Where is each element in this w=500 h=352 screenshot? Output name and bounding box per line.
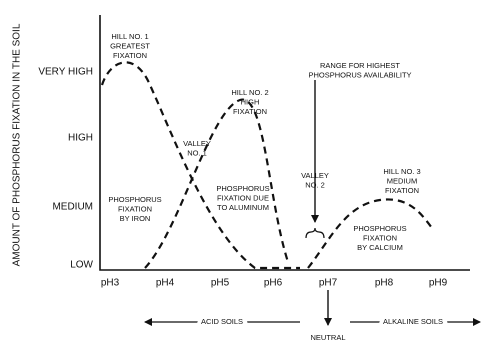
x-label: pH3 [101,278,120,289]
neutral-label: NEUTRAL [310,333,345,342]
x-label: pH9 [429,278,448,289]
annotation: HIGH [241,97,260,106]
annotation: GREATEST [110,41,150,50]
iron-curve [100,61,300,270]
aluminum-curve [144,98,290,269]
annotation: HILL NO. 1 [111,32,148,41]
annotation: FIXATION [113,51,147,60]
annotation: BY IRON [120,214,151,223]
annotation: FIXATION [363,233,397,242]
calcium-curve [307,198,433,269]
annotation: PHOSPHORUS [216,184,269,193]
annotation: PHOSPHORUS [353,224,406,233]
annotation: NO. 2 [305,180,325,189]
annotation: FIXATION [118,204,152,213]
y-label: HIGH [68,133,93,144]
annotation: NO. 1 [187,148,207,157]
x-label: pH5 [211,278,230,289]
axes [99,15,470,271]
annotation: FIXATION DUE [217,193,269,202]
x-label: pH6 [264,278,283,289]
x-label: pH7 [319,278,338,289]
x-label: pH8 [375,278,394,289]
acid-label: ACID SOILS [201,317,243,326]
alkaline-label: ALKALINE SOILS [383,317,443,326]
y-label: LOW [70,260,93,271]
annotation: FIXATION [385,186,419,195]
y-axis-title: AMOUNT OF PHOSPHORUS FIXATION IN THE SOI… [12,23,23,266]
x-label: pH4 [156,278,175,289]
annotation: FIXATION [233,107,267,116]
range-brace [305,227,325,239]
annotation: VALLEY [183,139,211,148]
annotation: MEDIUM [387,176,417,185]
y-label: MEDIUM [52,202,93,213]
annotation: PHOSPHORUS [108,195,161,204]
annotation: HILL NO. 2 [231,88,268,97]
annotation: TO ALUMINUM [217,203,269,212]
annotation: RANGE FOR HIGHEST [320,61,400,70]
y-label: VERY HIGH [38,67,93,78]
annotation: BY CALCIUM [357,243,403,252]
annotation: VALLEY [301,171,329,180]
annotation: HILL NO. 3 [383,167,420,176]
annotation: PHOSPHORUS AVAILABILITY [308,70,411,79]
